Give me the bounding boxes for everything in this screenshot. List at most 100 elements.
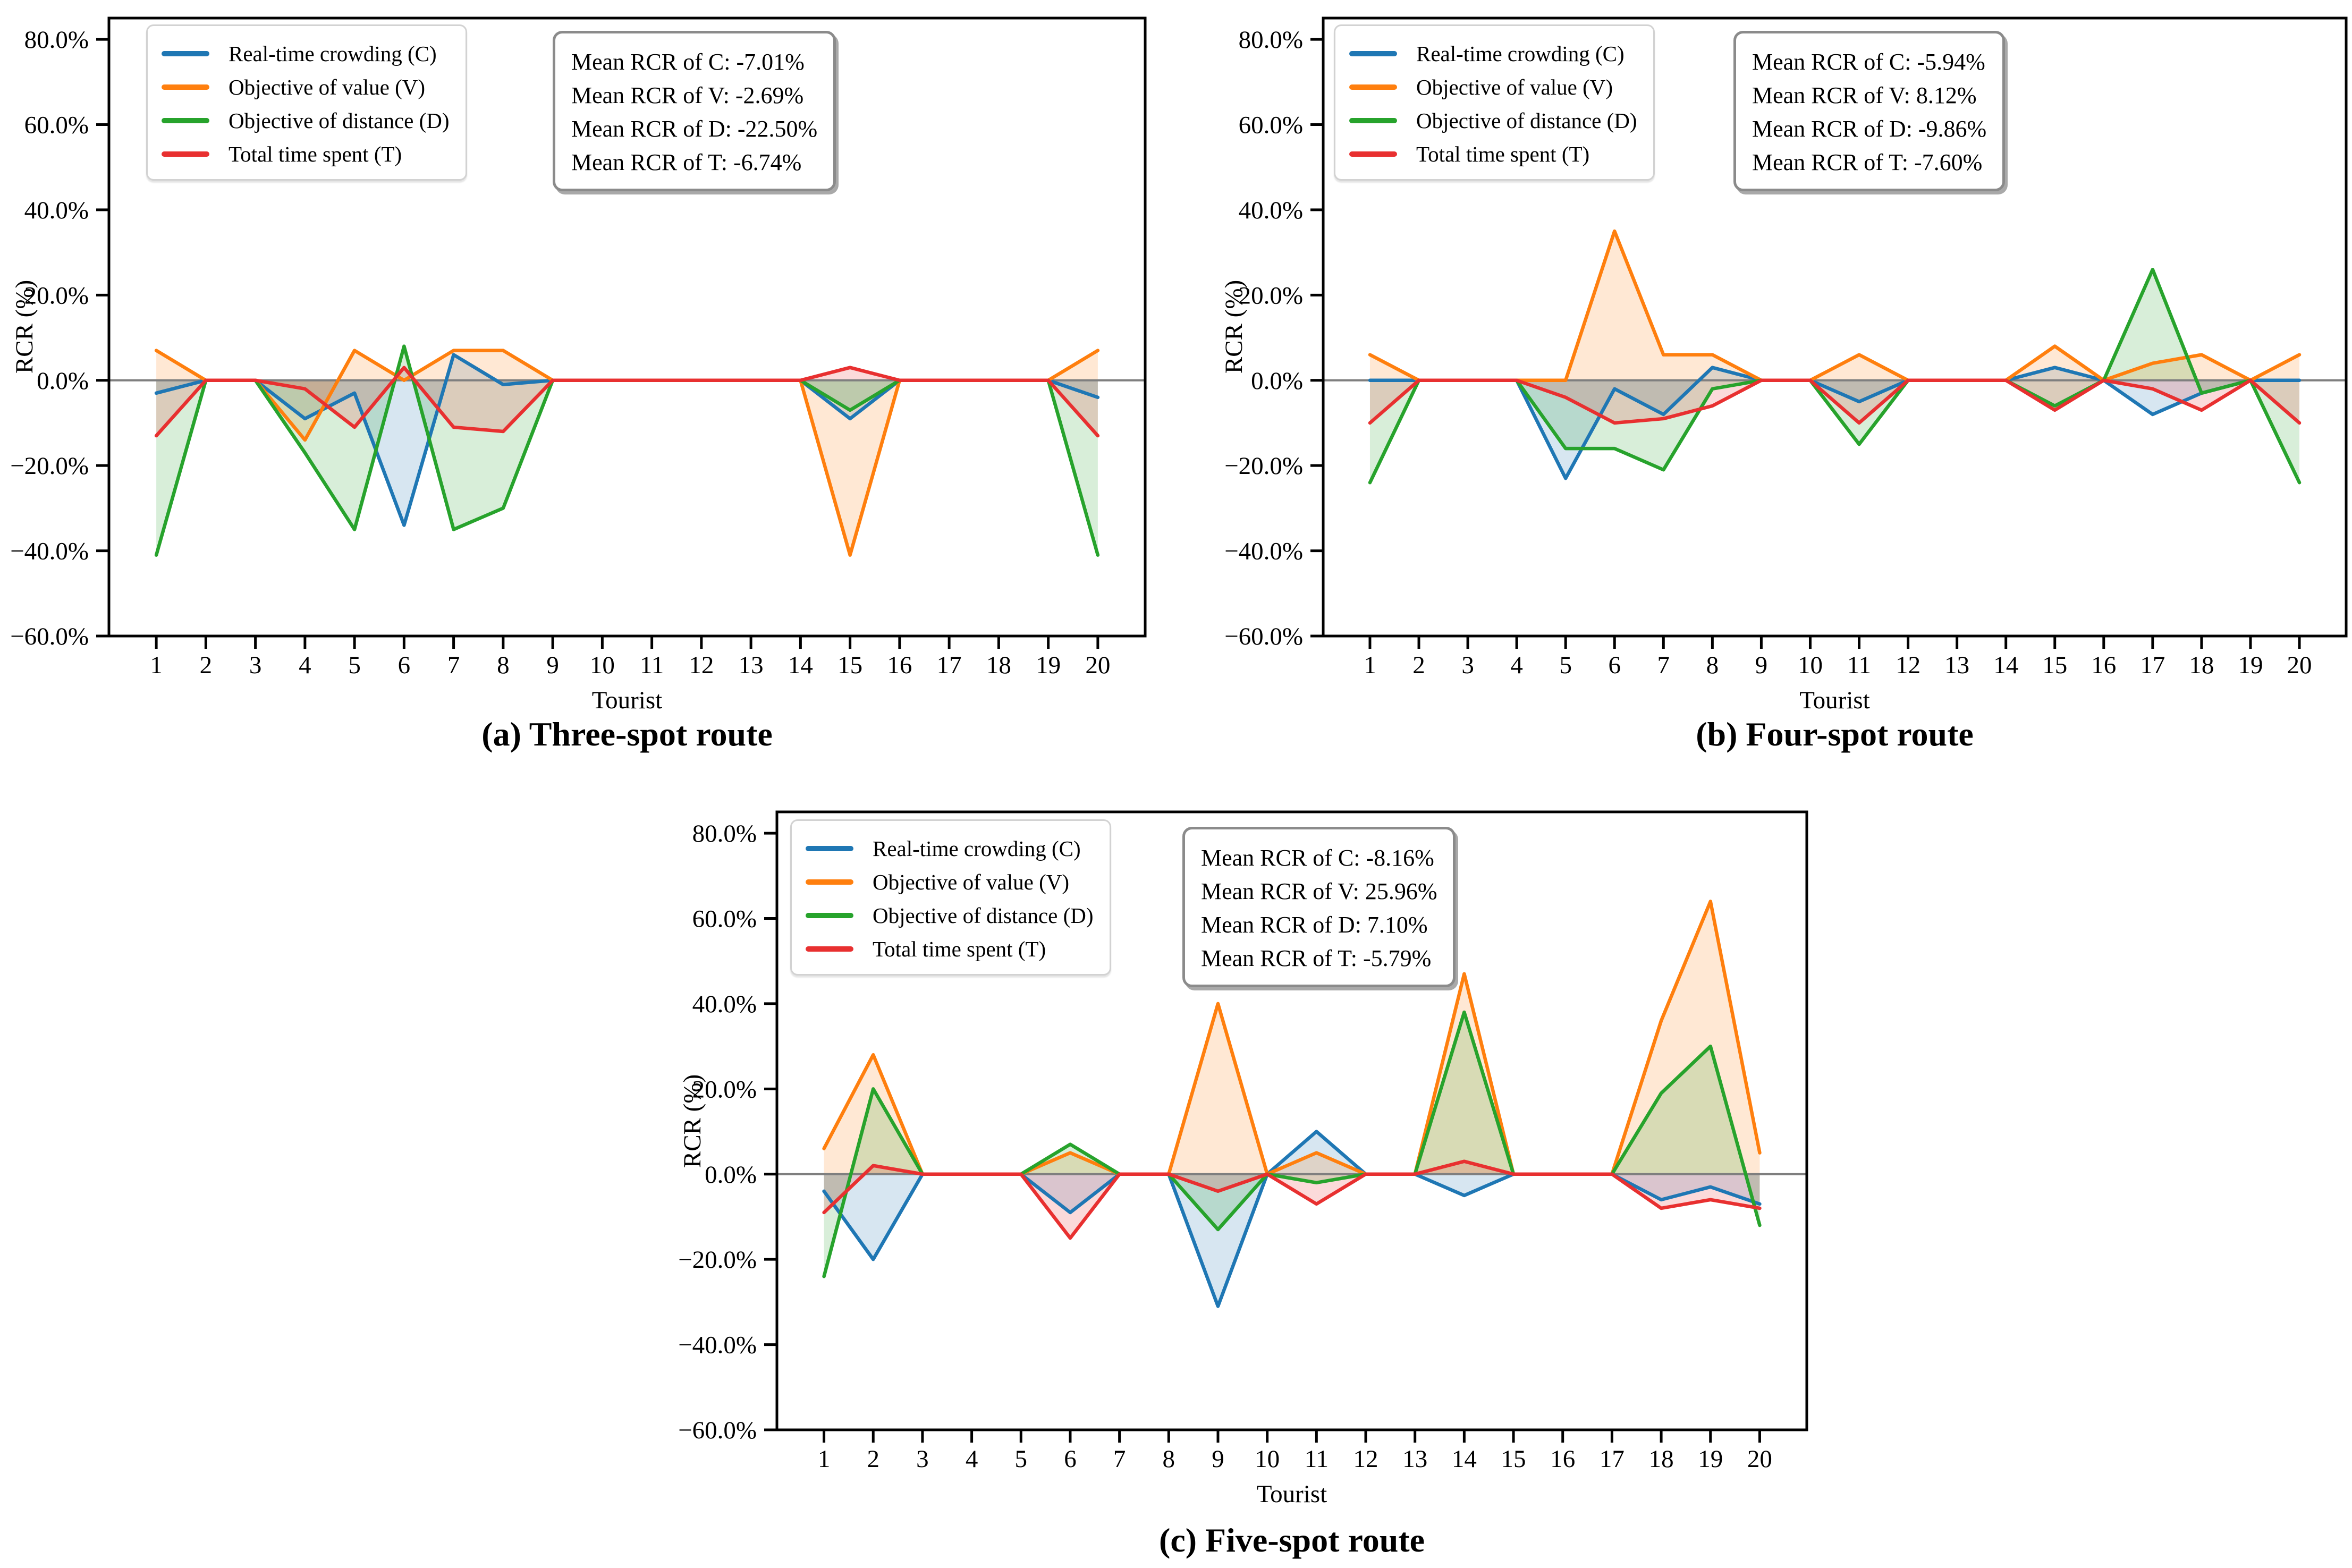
y-tick-label-b: 0.0% bbox=[1251, 367, 1303, 395]
legend-row-D: Objective of distance (D) bbox=[806, 899, 1094, 932]
x-axis-label-chart-a: Tourist bbox=[591, 686, 663, 714]
x-tick-label-c: 9 bbox=[1212, 1445, 1224, 1473]
y-tick-label-b: 40.0% bbox=[1239, 197, 1303, 224]
area-fill-V-c bbox=[824, 901, 1760, 1174]
x-tick-label-c: 2 bbox=[867, 1445, 879, 1473]
x-tick-label-b: 4 bbox=[1510, 651, 1523, 679]
legend-line-swatch-D bbox=[162, 117, 209, 123]
legend-line-swatch-C bbox=[806, 845, 853, 851]
x-tick-label-c: 5 bbox=[1015, 1445, 1028, 1473]
series-line-C-b bbox=[1368, 366, 2302, 480]
area-fill-D-c bbox=[824, 1012, 1760, 1277]
area-fill-C-c bbox=[824, 1131, 1760, 1307]
y-tick-label-a: −20.0% bbox=[10, 452, 89, 480]
legend-row-V: Objective of value (V) bbox=[806, 865, 1094, 899]
x-tick-label-b: 20 bbox=[2287, 651, 2312, 679]
x-tick-label-a: 19 bbox=[1036, 651, 1061, 679]
x-tick-label-c: 20 bbox=[1747, 1445, 1772, 1473]
mean-rcr-annotation-chart-c: Mean RCR of C: -8.16% Mean RCR of V: 25.9… bbox=[1182, 827, 1456, 987]
legend-label-T: Total time spent (T) bbox=[1416, 141, 1590, 166]
x-tick-label-b: 3 bbox=[1461, 651, 1474, 679]
x-tick-label-a: 4 bbox=[299, 651, 311, 679]
legend-label-V: Objective of value (V) bbox=[229, 74, 425, 99]
x-tick-label-b: 17 bbox=[2140, 651, 2165, 679]
x-tick-label-a: 5 bbox=[348, 651, 361, 679]
legend-row-C: Real-time crowding (C) bbox=[162, 37, 450, 70]
legend-label-C: Real-time crowding (C) bbox=[229, 41, 437, 66]
legend-row-C: Real-time crowding (C) bbox=[1349, 37, 1637, 70]
x-tick-label-c: 8 bbox=[1163, 1445, 1175, 1473]
area-fill-D-a bbox=[156, 346, 1098, 555]
plot-area-a: 80.0% 60.0% 40.0% 20.0% 0.0% −20.0% −40.0% −60.… bbox=[10, 16, 1147, 679]
y-tick-label-a: 80.0% bbox=[24, 26, 89, 54]
y-tick-label-c: −40.0% bbox=[678, 1332, 757, 1359]
y-axis-label-chart-c: RCR (%) bbox=[679, 1074, 706, 1168]
y-tick-label-c: −60.0% bbox=[678, 1417, 757, 1444]
legend-line-swatch-C bbox=[162, 50, 209, 56]
x-tick-label-a: 1 bbox=[150, 651, 163, 679]
y-tick-label-a: 60.0% bbox=[24, 112, 89, 139]
x-tick-label-a: 2 bbox=[200, 651, 213, 679]
annotation-text-line: Mean RCR of D: 7.10% bbox=[1201, 912, 1428, 938]
legend-label-D: Objective of distance (D) bbox=[873, 903, 1094, 928]
legend-line-swatch-T bbox=[806, 946, 853, 952]
x-tick-label-a: 10 bbox=[590, 651, 615, 679]
x-tick-label-c: 11 bbox=[1305, 1445, 1329, 1473]
x-tick-label-c: 10 bbox=[1255, 1445, 1280, 1473]
y-tick-label-b: −20.0% bbox=[1224, 452, 1303, 480]
annotation-text-line: Mean RCR of D: -22.50% bbox=[571, 116, 818, 142]
legend-row-V: Objective of value (V) bbox=[162, 70, 450, 104]
plot-frame-a bbox=[107, 16, 1147, 638]
legend-row-C: Real-time crowding (C) bbox=[806, 832, 1094, 865]
legend-row-D: Objective of distance (D) bbox=[162, 104, 450, 137]
y-tick-label-a: −40.0% bbox=[10, 538, 89, 565]
y-axis-label-chart-b: RCR (%) bbox=[1220, 279, 1248, 374]
x-axis-label-chart-b: Tourist bbox=[1799, 686, 1870, 714]
annotation-text-line: Mean RCR of C: -5.94% bbox=[1752, 49, 1985, 75]
area-fill-V-b bbox=[1369, 231, 2300, 380]
y-tick-label-b: 20.0% bbox=[1239, 282, 1303, 309]
y-tick-label-c: 40.0% bbox=[692, 990, 757, 1018]
x-tick-label-a: 11 bbox=[640, 651, 664, 679]
x-tick-label-b: 19 bbox=[2238, 651, 2263, 679]
annotation-text-line: Mean RCR of D: -9.86% bbox=[1752, 116, 1987, 142]
legend-row-V: Objective of value (V) bbox=[1349, 70, 1637, 104]
x-tick-label-a: 13 bbox=[739, 651, 764, 679]
annotation-text-line: Mean RCR of T: -7.60% bbox=[1752, 149, 1983, 175]
legend-row-D: Objective of distance (D) bbox=[1349, 104, 1637, 137]
legend-line-swatch-D bbox=[806, 912, 853, 918]
x-tick-label-a: 7 bbox=[447, 651, 460, 679]
mean-rcr-annotation-chart-b: Mean RCR of C: -5.94% Mean RCR of V: 8.12… bbox=[1733, 31, 2006, 191]
x-tick-label-c: 18 bbox=[1649, 1445, 1674, 1473]
series-line-T-a bbox=[154, 366, 1100, 438]
legend-label-V: Objective of value (V) bbox=[873, 869, 1069, 894]
legend-line-swatch-C bbox=[1349, 50, 1397, 56]
x-tick-label-a: 18 bbox=[986, 651, 1011, 679]
area-fill-T-a bbox=[156, 367, 1098, 436]
y-tick-label-c: 60.0% bbox=[692, 905, 757, 933]
x-tick-label-a: 9 bbox=[546, 651, 559, 679]
x-tick-label-c: 7 bbox=[1113, 1445, 1126, 1473]
x-tick-label-c: 17 bbox=[1600, 1445, 1625, 1473]
x-tick-label-a: 12 bbox=[689, 651, 714, 679]
y-tick-label-a: 40.0% bbox=[24, 197, 89, 224]
area-fill-D-b bbox=[1369, 269, 2300, 483]
x-tick-label-b: 8 bbox=[1706, 651, 1719, 679]
y-tick-label-a: −60.0% bbox=[10, 623, 89, 650]
area-fill-T-c bbox=[824, 1161, 1760, 1239]
legend-chart-b: Real-time crowding (C) Objective of value… bbox=[1334, 24, 1655, 181]
y-tick-label-a: 20.0% bbox=[24, 282, 89, 309]
plot-frame-b bbox=[1322, 16, 2348, 638]
x-tick-label-a: 17 bbox=[937, 651, 962, 679]
x-tick-label-b: 7 bbox=[1657, 651, 1670, 679]
mean-rcr-annotation-chart-a: Mean RCR of C: -7.01% Mean RCR of V: -2.6… bbox=[553, 31, 836, 191]
x-tick-label-c: 1 bbox=[818, 1445, 831, 1473]
x-tick-label-c: 14 bbox=[1452, 1445, 1477, 1473]
x-tick-label-b: 1 bbox=[1364, 651, 1376, 679]
legend-chart-c: Real-time crowding (C) Objective of value… bbox=[790, 819, 1111, 976]
y-tick-label-b: −60.0% bbox=[1224, 623, 1303, 650]
x-tick-label-b: 16 bbox=[2091, 651, 2116, 679]
x-tick-label-c: 16 bbox=[1550, 1445, 1575, 1473]
